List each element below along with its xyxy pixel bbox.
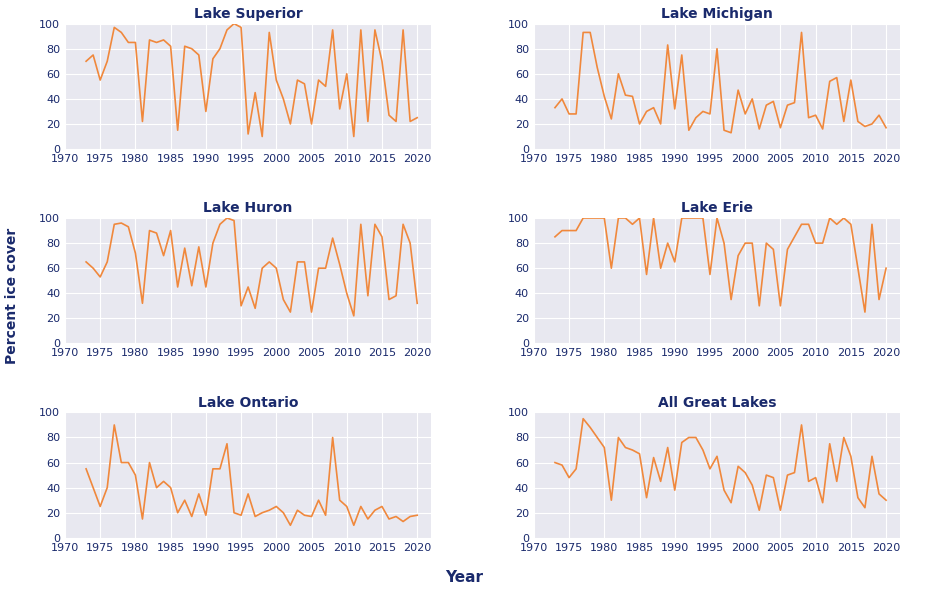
Title: Lake Ontario: Lake Ontario <box>197 396 298 410</box>
Text: Year: Year <box>445 570 482 585</box>
Title: All Great Lakes: All Great Lakes <box>657 396 775 410</box>
Title: Lake Erie: Lake Erie <box>680 202 752 216</box>
Title: Lake Huron: Lake Huron <box>203 202 293 216</box>
Title: Lake Superior: Lake Superior <box>194 7 302 21</box>
Text: Percent ice cover: Percent ice cover <box>5 228 19 363</box>
Title: Lake Michigan: Lake Michigan <box>660 7 772 21</box>
